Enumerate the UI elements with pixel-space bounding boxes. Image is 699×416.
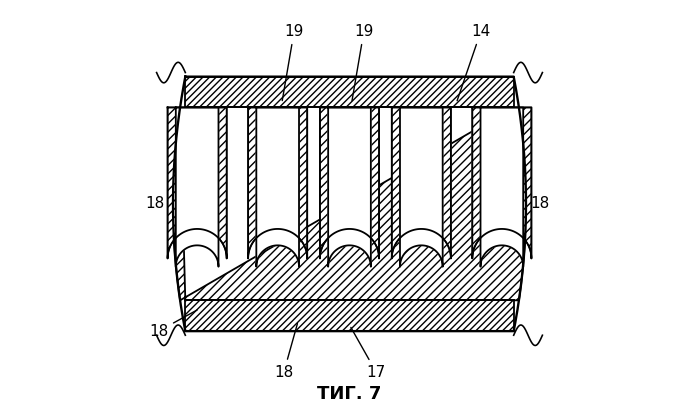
Polygon shape <box>173 107 526 300</box>
Polygon shape <box>168 107 226 258</box>
Polygon shape <box>328 107 371 267</box>
Polygon shape <box>320 107 379 258</box>
Text: 19: 19 <box>352 24 373 101</box>
Polygon shape <box>176 107 219 267</box>
Polygon shape <box>400 107 442 267</box>
Polygon shape <box>168 107 226 258</box>
Polygon shape <box>480 107 523 267</box>
Polygon shape <box>473 107 531 258</box>
Text: 18: 18 <box>274 324 298 380</box>
Text: ΤИГ. 7: ΤИГ. 7 <box>317 385 382 403</box>
Polygon shape <box>173 77 526 331</box>
Polygon shape <box>248 107 308 258</box>
Text: 17: 17 <box>351 327 386 380</box>
Polygon shape <box>320 107 379 258</box>
Text: 18: 18 <box>510 196 550 211</box>
Polygon shape <box>248 107 308 258</box>
Text: 14: 14 <box>457 24 491 101</box>
Polygon shape <box>185 300 514 331</box>
Polygon shape <box>257 107 299 267</box>
Text: 19: 19 <box>282 24 304 101</box>
Polygon shape <box>185 77 514 107</box>
Polygon shape <box>473 107 531 258</box>
Polygon shape <box>391 107 451 258</box>
Text: 18: 18 <box>145 196 189 211</box>
Polygon shape <box>391 107 451 258</box>
Text: 18: 18 <box>149 310 197 339</box>
